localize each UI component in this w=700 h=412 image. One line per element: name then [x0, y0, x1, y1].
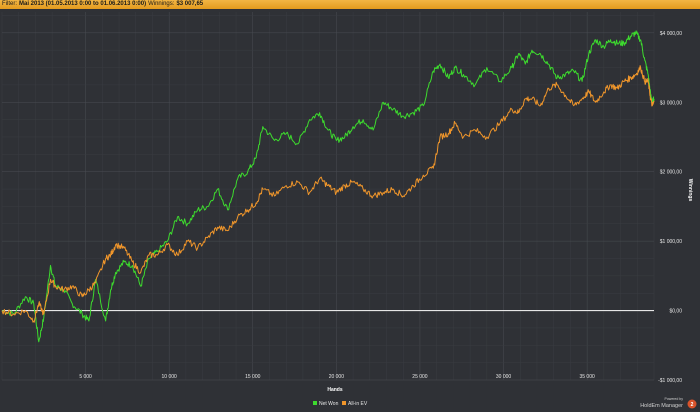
y-tick-label: $0,00 — [669, 309, 682, 315]
x-tick-label: 15 000 — [245, 374, 261, 380]
x-tick-label: 30 000 — [496, 374, 512, 380]
series-line-net-won — [1, 30, 655, 343]
y-tick-label: $1 000,00 — [660, 239, 682, 245]
x-tick-label: 5 000 — [79, 374, 92, 380]
hem-logo-glyph: 2 — [691, 402, 694, 408]
x-tick-labels: 5 000 10 000 15 000 20 000 25 000 30 000 35 00… — [79, 374, 595, 380]
hem-logo-icon — [687, 399, 697, 409]
filter-prefix: Filter: — [2, 1, 17, 7]
y-tick-label: $3 000,00 — [660, 100, 682, 106]
legend-swatch-net-won — [313, 401, 317, 405]
y-tick-label: $2 000,00 — [660, 170, 682, 176]
y-tick-label: -$1 000,00 — [658, 378, 682, 384]
x-tick-label: 20 000 — [329, 374, 345, 380]
x-axis-title: Hands — [327, 387, 343, 393]
filter-text: Mai 2013 (01.05.2013 0:00 to 01.06.2013 … — [19, 1, 147, 7]
y-tick-labels: -$1 000,00 $0,00 $1 000,00 $2 000,00 $3 000,… — [658, 31, 682, 384]
winnings-label: Winnings: — [148, 1, 175, 7]
x-tick-label: 10 000 — [162, 374, 178, 380]
grid-lines — [1, 12, 655, 381]
legend-swatch-all-in-ev — [342, 401, 346, 405]
legend: Net Won All-in EV — [313, 401, 368, 407]
legend-label-net-won: Net Won — [319, 401, 339, 407]
product-name: HoldEm Manager — [640, 403, 683, 409]
y-tick-label: $4 000,00 — [660, 31, 682, 37]
series-line-all-in-ev — [1, 65, 655, 323]
powered-by-text: Powered by — [665, 397, 684, 401]
x-tick-label: 25 000 — [412, 374, 428, 380]
winnings-value: $3 007,65 — [176, 1, 204, 7]
legend-label-all-in-ev: All-in EV — [348, 401, 368, 407]
x-tick-label: 35 000 — [579, 374, 595, 380]
series-lines — [1, 30, 655, 343]
y-axis-title: Winnings — [687, 179, 693, 202]
filter-bar: Filter: Mai 2013 (01.05.2013 0:00 to 01.0… — [0, 0, 700, 9]
branding: Powered by HoldEm Manager 2 — [640, 397, 697, 409]
